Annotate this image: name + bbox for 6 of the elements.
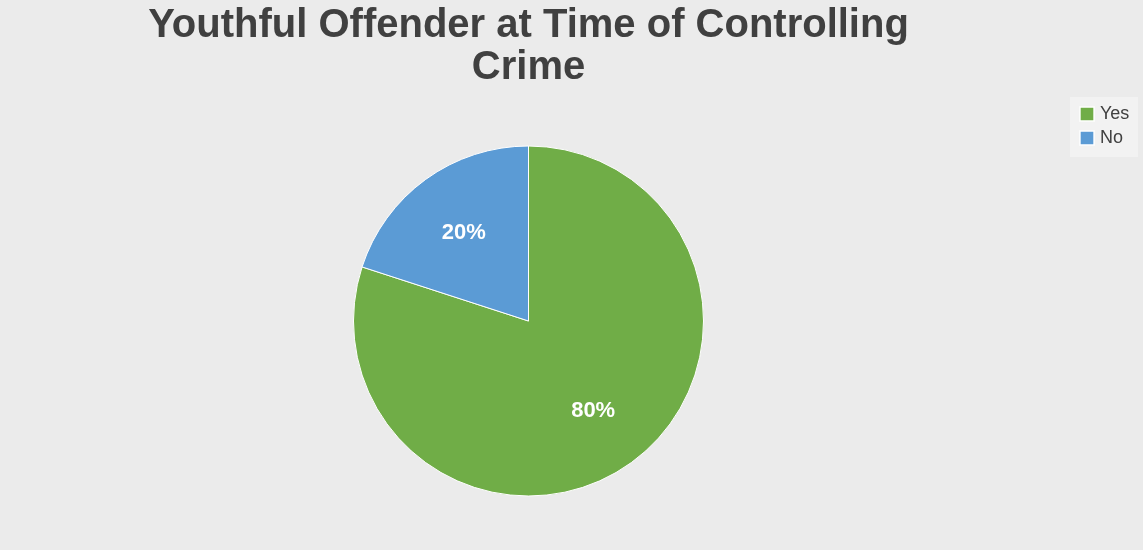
legend-label: Yes [1100, 103, 1130, 123]
data-label: 80% [571, 396, 616, 422]
data-label: 20% [441, 219, 486, 245]
pie-slice [353, 145, 704, 497]
chart-title: Youthful Offender at Time of Controlling Crime [148, 1, 909, 87]
legend-label: No [1100, 127, 1124, 147]
